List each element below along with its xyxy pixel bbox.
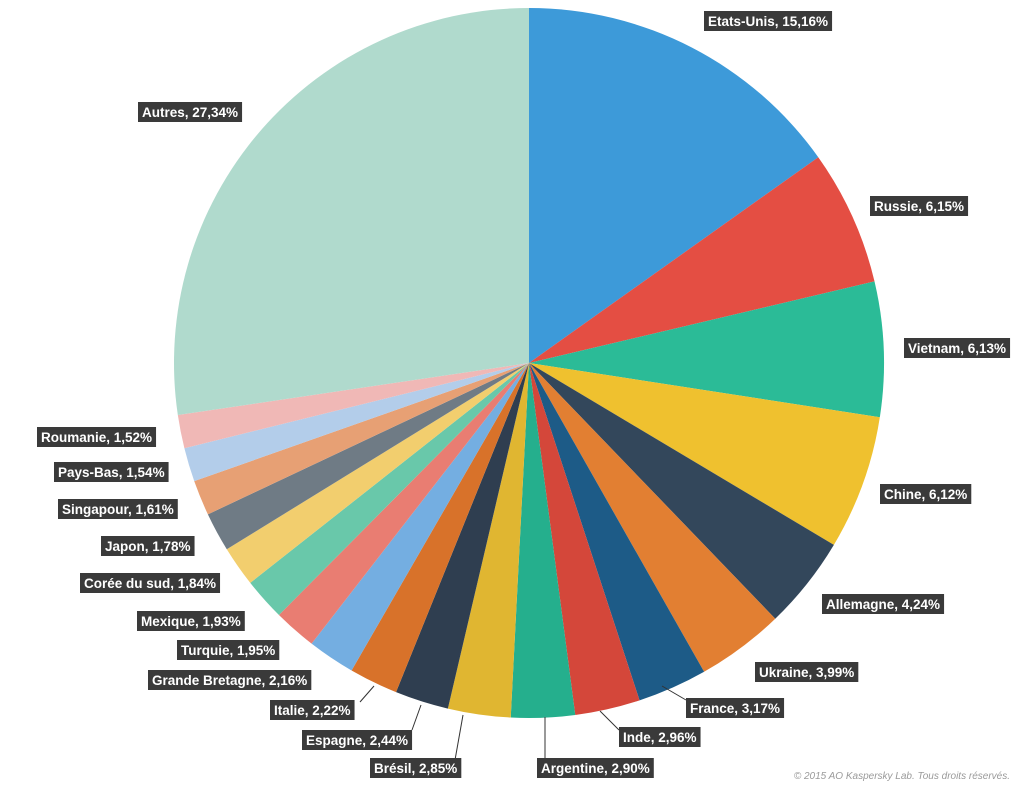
- label-box: [80, 573, 221, 593]
- slice-label-6: France, 3,17%: [686, 698, 785, 718]
- label-text: Brésil, 2,85%: [374, 761, 457, 776]
- label-text: Espagne, 2,44%: [306, 733, 408, 748]
- label-box: [704, 11, 833, 31]
- label-box: [137, 611, 245, 631]
- pie-slice-7: [529, 363, 640, 715]
- pie-slice-16: [207, 363, 529, 550]
- label-box: [148, 670, 312, 690]
- leader-line-6: [661, 685, 687, 701]
- label-text: Japon, 1,78%: [105, 539, 191, 554]
- label-text: Allemagne, 4,24%: [826, 597, 940, 612]
- slice-label-3: Chine, 6,12%: [880, 484, 972, 504]
- label-text: Corée du sud, 1,84%: [84, 576, 216, 591]
- pie-slice-8: [510, 363, 576, 718]
- pie-slice-3: [529, 363, 880, 545]
- slice-label-5: Ukraine, 3,99%: [755, 662, 859, 682]
- label-box: [58, 499, 178, 519]
- label-text: Russie, 6,15%: [874, 199, 964, 214]
- slice-label-8: Argentine, 2,90%: [537, 758, 654, 778]
- label-box: [870, 196, 969, 216]
- pie-slice-5: [529, 363, 776, 672]
- label-text: France, 3,17%: [690, 701, 780, 716]
- pie-slice-9: [447, 363, 529, 718]
- label-box: [37, 427, 157, 447]
- pie-slice-20: [173, 8, 529, 416]
- slice-label-17: Singapour, 1,61%: [58, 499, 178, 519]
- label-text: Mexique, 1,93%: [141, 614, 241, 629]
- slice-label-14: Mexique, 1,93%: [137, 611, 245, 631]
- label-text: Argentine, 2,90%: [541, 761, 650, 776]
- pie-slice-4: [529, 363, 834, 619]
- label-box: [822, 594, 945, 614]
- label-text: Etats-Unis, 15,16%: [708, 14, 828, 29]
- leader-line-11: [359, 685, 375, 703]
- slice-label-15: Corée du sud, 1,84%: [80, 573, 221, 593]
- leader-line-10: [411, 704, 422, 731]
- pie-slice-12: [311, 363, 529, 671]
- label-text: Grande Bretagne, 2,16%: [152, 673, 307, 688]
- pie-slice-13: [278, 363, 529, 644]
- data-labels: Etats-Unis, 15,16% Russie, 6,15% Vietnam, …: [37, 11, 1011, 778]
- pie-slice-19: [177, 363, 529, 449]
- label-box: [302, 730, 413, 750]
- slice-label-0: Etats-Unis, 15,16%: [704, 11, 833, 31]
- label-box: [101, 536, 195, 556]
- pie-slice-17: [194, 363, 530, 515]
- slice-label-16: Japon, 1,78%: [101, 536, 195, 556]
- pie-slice-2: [529, 281, 885, 418]
- slice-label-10: Espagne, 2,44%: [302, 730, 413, 750]
- slice-label-9: Brésil, 2,85%: [370, 758, 462, 778]
- slice-label-1: Russie, 6,15%: [870, 196, 969, 216]
- label-text: Italie, 2,22%: [274, 703, 351, 718]
- pie-slices: [173, 8, 885, 718]
- label-text: Vietnam, 6,13%: [908, 341, 1006, 356]
- slice-label-19: Roumanie, 1,52%: [37, 427, 157, 447]
- label-text: Pays-Bas, 1,54%: [58, 465, 165, 480]
- slice-label-18: Pays-Bas, 1,54%: [54, 462, 169, 482]
- label-text: Autres, 27,34%: [142, 105, 238, 120]
- label-box: [880, 484, 972, 504]
- label-text: Inde, 2,96%: [623, 730, 697, 745]
- label-text: Chine, 6,12%: [884, 487, 967, 502]
- label-text: Ukraine, 3,99%: [759, 665, 854, 680]
- pie-slice-0: [529, 8, 819, 363]
- pie-slice-15: [226, 363, 529, 583]
- label-box: [904, 338, 1011, 358]
- label-box: [177, 640, 280, 660]
- slice-label-20: Autres, 27,34%: [138, 102, 243, 122]
- label-leader-lines: [359, 685, 687, 761]
- label-text: Singapour, 1,61%: [62, 502, 174, 517]
- slice-label-4: Allemagne, 4,24%: [822, 594, 945, 614]
- pie-slice-10: [396, 363, 529, 709]
- label-text: Roumanie, 1,52%: [41, 430, 152, 445]
- copyright-text: © 2015 AO Kaspersky Lab. Tous droits rés…: [793, 771, 1010, 782]
- slice-label-2: Vietnam, 6,13%: [904, 338, 1011, 358]
- label-box: [537, 758, 654, 778]
- pie-slice-1: [529, 157, 875, 363]
- label-box: [54, 462, 169, 482]
- label-box: [755, 662, 859, 682]
- label-box: [370, 758, 462, 778]
- leader-line-9: [454, 714, 464, 761]
- pie-slice-18: [184, 363, 529, 482]
- slice-label-11: Italie, 2,22%: [270, 700, 355, 720]
- label-text: Turquie, 1,95%: [181, 643, 275, 658]
- label-box: [686, 698, 785, 718]
- label-box: [619, 727, 701, 747]
- leader-line-7: [599, 710, 620, 731]
- slice-label-13: Turquie, 1,95%: [177, 640, 280, 660]
- label-box: [138, 102, 243, 122]
- slice-label-7: Inde, 2,96%: [619, 727, 701, 747]
- slice-label-12: Grande Bretagne, 2,16%: [148, 670, 312, 690]
- pie-slice-6: [529, 363, 705, 701]
- pie-slice-14: [250, 363, 529, 615]
- pie-slice-11: [351, 363, 529, 693]
- label-box: [270, 700, 355, 720]
